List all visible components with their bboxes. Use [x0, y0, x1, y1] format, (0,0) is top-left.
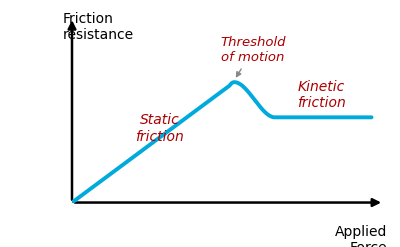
Text: Friction
resistance: Friction resistance	[63, 12, 134, 42]
Text: Threshold
of motion: Threshold of motion	[220, 36, 286, 77]
Text: Static
friction: Static friction	[135, 113, 184, 144]
Text: Kinetic
friction: Kinetic friction	[297, 80, 346, 110]
Text: Applied
Force: Applied Force	[335, 225, 387, 247]
